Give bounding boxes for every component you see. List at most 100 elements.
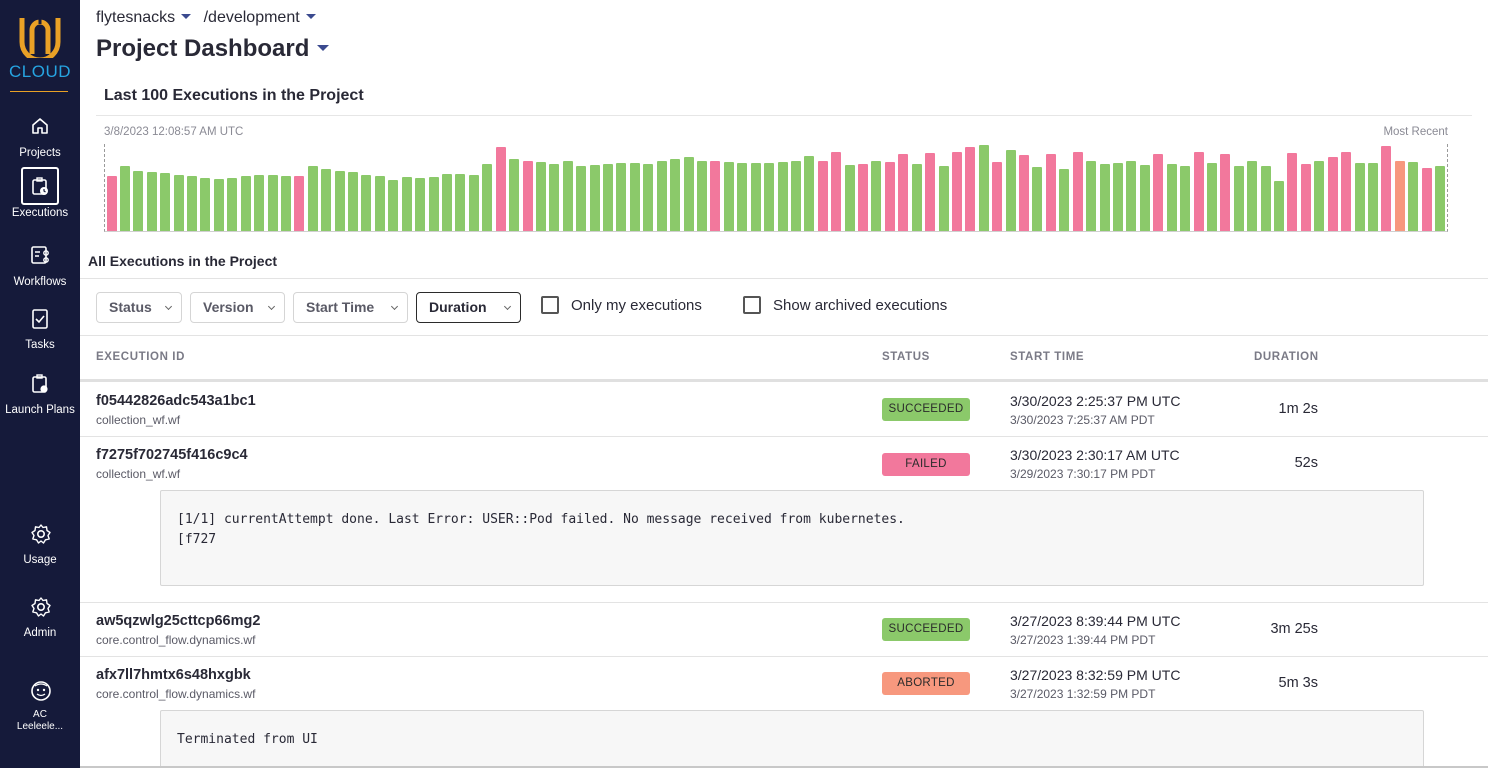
execution-bar[interactable] bbox=[737, 163, 748, 231]
status-filter[interactable]: Status bbox=[96, 292, 182, 323]
execution-bar[interactable] bbox=[603, 164, 614, 231]
execution-bar[interactable] bbox=[925, 153, 936, 231]
execution-bar[interactable] bbox=[710, 161, 721, 231]
execution-bar[interactable] bbox=[656, 161, 667, 231]
execution-bar[interactable] bbox=[844, 165, 855, 231]
execution-bar[interactable] bbox=[428, 177, 439, 231]
execution-bar[interactable] bbox=[1233, 166, 1244, 231]
sidebar-item-usage[interactable]: Usage bbox=[0, 514, 80, 567]
execution-id-link[interactable]: afx7ll7hmtx6s48hxgbk bbox=[96, 667, 251, 683]
error-message-box[interactable]: [1/1] currentAttempt done. Last Error: U… bbox=[160, 490, 1424, 586]
show-archived-checkbox[interactable] bbox=[743, 295, 761, 314]
sidebar-item-executions[interactable]: Executions bbox=[0, 167, 80, 220]
sidebar-item-projects[interactable]: Projects bbox=[0, 107, 80, 160]
execution-bar[interactable] bbox=[831, 152, 842, 231]
execution-bar[interactable] bbox=[1005, 150, 1016, 231]
column-header-execution-id[interactable]: EXECUTION ID bbox=[96, 351, 185, 363]
execution-bar[interactable] bbox=[790, 161, 801, 231]
execution-bar[interactable] bbox=[817, 161, 828, 231]
execution-bar[interactable] bbox=[160, 173, 171, 231]
execution-bar[interactable] bbox=[187, 176, 198, 231]
execution-bar[interactable] bbox=[1019, 155, 1030, 231]
execution-bar[interactable] bbox=[1327, 157, 1338, 231]
execution-bar[interactable] bbox=[1394, 161, 1405, 231]
table-row[interactable]: f05442826adc543a1bc1 collection_wf.wf SU… bbox=[80, 382, 1488, 436]
execution-bar[interactable] bbox=[213, 179, 224, 231]
execution-bar[interactable] bbox=[1435, 166, 1446, 231]
execution-bar[interactable] bbox=[777, 162, 788, 231]
execution-bar[interactable] bbox=[1314, 161, 1325, 231]
execution-bar[interactable] bbox=[267, 175, 278, 231]
column-header-status[interactable]: STATUS bbox=[882, 351, 930, 363]
execution-bar[interactable] bbox=[254, 175, 265, 231]
execution-bar[interactable] bbox=[1247, 161, 1258, 231]
execution-bar[interactable] bbox=[616, 163, 627, 231]
show-archived-toggle[interactable]: Show archived executions bbox=[743, 295, 947, 314]
union-cloud-logo[interactable]: CLOUD bbox=[0, 10, 80, 81]
execution-id-link[interactable]: f05442826adc543a1bc1 bbox=[96, 393, 256, 409]
execution-bar[interactable] bbox=[1193, 152, 1204, 231]
execution-bar[interactable] bbox=[992, 162, 1003, 231]
execution-bar[interactable] bbox=[938, 166, 949, 231]
table-row[interactable]: aw5qzwlg25cttcp66mg2 core.control_flow.d… bbox=[80, 603, 1488, 657]
execution-bar[interactable] bbox=[200, 178, 211, 231]
execution-bar[interactable] bbox=[629, 163, 640, 231]
execution-bar[interactable] bbox=[858, 164, 869, 231]
execution-bar[interactable] bbox=[348, 172, 359, 231]
execution-bar[interactable] bbox=[978, 145, 989, 231]
execution-bar[interactable] bbox=[1220, 154, 1231, 231]
execution-bar[interactable] bbox=[750, 163, 761, 231]
execution-bar[interactable] bbox=[388, 180, 399, 231]
duration-filter[interactable]: Duration bbox=[416, 292, 521, 323]
execution-bar[interactable] bbox=[1421, 168, 1432, 231]
execution-bar[interactable] bbox=[1206, 163, 1217, 231]
column-header-start-time[interactable]: START TIME bbox=[1010, 351, 1085, 363]
column-header-duration[interactable]: DURATION bbox=[1254, 351, 1319, 363]
execution-bar[interactable] bbox=[455, 174, 466, 231]
execution-bar[interactable] bbox=[442, 174, 453, 231]
table-row[interactable]: afx7ll7hmtx6s48hxgbk core.control_flow.d… bbox=[80, 657, 1488, 711]
execution-bar[interactable] bbox=[146, 172, 157, 231]
table-row[interactable]: f7275f702745f416c9c4 collection_wf.wf FA… bbox=[80, 437, 1488, 491]
execution-bar[interactable] bbox=[1113, 163, 1124, 231]
execution-bar[interactable] bbox=[321, 169, 332, 231]
execution-bar[interactable] bbox=[1153, 154, 1164, 231]
execution-bar[interactable] bbox=[280, 176, 291, 231]
execution-bar[interactable] bbox=[119, 166, 130, 231]
execution-bar[interactable] bbox=[1381, 146, 1392, 231]
sidebar-item-admin[interactable]: Admin bbox=[0, 587, 80, 640]
execution-bar[interactable] bbox=[723, 162, 734, 231]
execution-bar[interactable] bbox=[898, 154, 909, 231]
execution-bar[interactable] bbox=[482, 164, 493, 231]
execution-id-link[interactable]: f7275f702745f416c9c4 bbox=[96, 447, 248, 463]
execution-bar[interactable] bbox=[415, 178, 426, 231]
execution-bar[interactable] bbox=[227, 178, 238, 231]
execution-bar[interactable] bbox=[696, 161, 707, 231]
domain-selector[interactable]: /development bbox=[204, 9, 316, 27]
execution-bar[interactable] bbox=[1408, 162, 1419, 231]
execution-bar[interactable] bbox=[468, 175, 479, 231]
error-message-box[interactable]: Terminated from UI bbox=[160, 710, 1424, 768]
execution-bar[interactable] bbox=[576, 166, 587, 231]
execution-bar[interactable] bbox=[240, 176, 251, 231]
execution-bar[interactable] bbox=[374, 176, 385, 231]
execution-bar[interactable] bbox=[804, 156, 815, 231]
execution-bar[interactable] bbox=[670, 159, 681, 231]
execution-bar[interactable] bbox=[1099, 164, 1110, 231]
execution-bar[interactable] bbox=[1287, 153, 1298, 231]
project-selector[interactable]: flytesnacks bbox=[96, 9, 192, 27]
execution-bar[interactable] bbox=[884, 162, 895, 231]
execution-bar[interactable] bbox=[1086, 161, 1097, 231]
execution-bar[interactable] bbox=[133, 171, 144, 231]
execution-bar[interactable] bbox=[106, 176, 117, 231]
page-title-selector[interactable]: Project Dashboard bbox=[96, 35, 330, 63]
execution-bar[interactable] bbox=[951, 152, 962, 231]
execution-bar[interactable] bbox=[1032, 167, 1043, 231]
execution-bar[interactable] bbox=[549, 164, 560, 231]
execution-bar[interactable] bbox=[173, 175, 184, 231]
execution-id-link[interactable]: aw5qzwlg25cttcp66mg2 bbox=[96, 613, 261, 629]
sidebar-item-workflows[interactable]: Workflows bbox=[0, 236, 80, 289]
execution-bar[interactable] bbox=[871, 161, 882, 231]
sidebar-item-tasks[interactable]: Tasks bbox=[0, 299, 80, 352]
execution-bar[interactable] bbox=[911, 164, 922, 231]
